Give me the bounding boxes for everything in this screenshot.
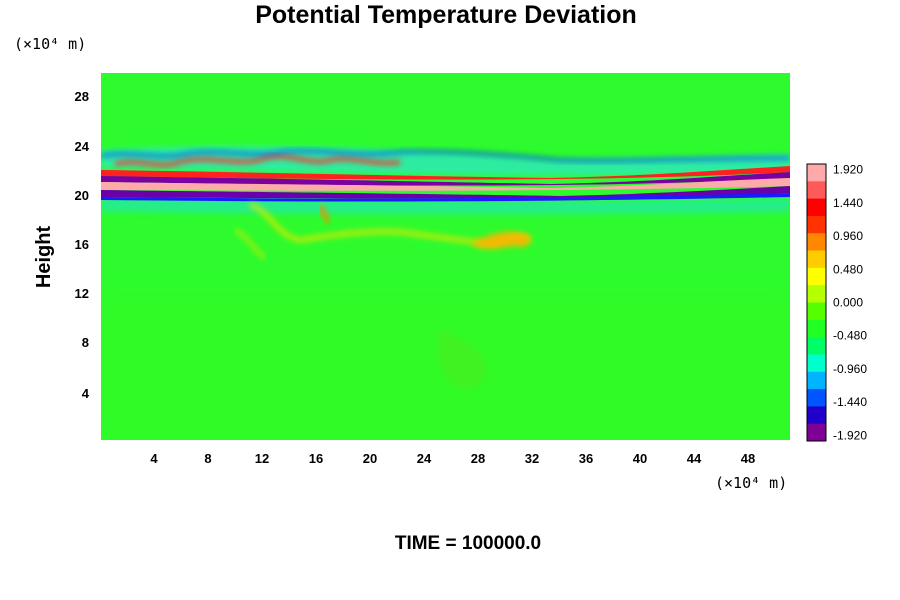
y-tick-label: 4 (82, 386, 90, 401)
colorbar-tick-label: -0.960 (833, 362, 867, 376)
colorbar-swatch (807, 181, 826, 200)
colorbar-swatch (807, 371, 826, 390)
y-tick-label: 8 (82, 335, 89, 350)
upper-disturbance-negative (101, 149, 790, 163)
colorbar-swatch (807, 233, 826, 252)
x-ticks: 4 8 12 16 20 24 28 32 36 40 44 48 (150, 451, 755, 466)
colorbar-tick-label: 0.960 (833, 229, 863, 243)
plume-hot-spot (470, 231, 531, 249)
y-tick-label: 20 (75, 188, 89, 203)
y-axis-label: Height (33, 226, 55, 289)
y-tick-label: 16 (75, 237, 89, 252)
colorbar-swatches (807, 164, 826, 442)
x-tick-label: 8 (204, 451, 211, 466)
colorbar-labels: 1.920 1.440 0.960 0.480 0.000 -0.480 -0.960 -1.… (833, 163, 867, 443)
plume-center (317, 204, 332, 224)
band-layer-purple-lower (101, 186, 790, 199)
colorbar-swatch (807, 250, 826, 269)
band-layer-red-upper (101, 166, 790, 180)
y-tick-label: 28 (75, 89, 89, 104)
x-tick-label: 16 (309, 451, 323, 466)
colorbar-tick-label: -1.440 (833, 395, 867, 409)
x-tick-label: 36 (579, 451, 593, 466)
colorbar-swatch (807, 302, 826, 321)
colorbar-swatch (807, 285, 826, 303)
x-tick-label: 32 (525, 451, 539, 466)
colorbar-tick-label: -1.920 (833, 429, 867, 443)
colorbar-swatch (807, 319, 826, 338)
colorbar-swatch (807, 389, 826, 407)
plume-left (233, 228, 267, 260)
colorbar-swatch (807, 354, 826, 373)
anomaly-features (101, 146, 790, 440)
colorbar-tick-label: 1.920 (833, 163, 863, 177)
colorbar-swatch (807, 215, 826, 234)
colorbar-swatch (807, 164, 826, 182)
x-tick-label: 12 (255, 451, 269, 466)
lower-blob (437, 330, 487, 389)
x-tick-label: 28 (471, 451, 485, 466)
colorbar-swatch (807, 406, 826, 425)
band-layer-blue-edge (101, 193, 790, 202)
y-tick-label: 12 (75, 286, 89, 301)
band-layer-pink-core (101, 178, 790, 191)
colorbar-swatch (807, 198, 826, 217)
x-tick-label: 20 (363, 451, 377, 466)
x-tick-label: 24 (417, 451, 432, 466)
x-tick-label: 40 (633, 451, 647, 466)
colorbar-tick-label: -0.480 (833, 329, 867, 343)
band-layer-purple-upper (101, 172, 790, 186)
colorbar-swatch (807, 337, 826, 355)
time-label: TIME = 100000.0 (395, 533, 541, 554)
colorbar-tick-label: 0.480 (833, 262, 863, 276)
colorbar-tick-label: 0.000 (833, 296, 863, 310)
x-unit-label: (×10⁴ m) (715, 474, 787, 492)
x-tick-label: 4 (150, 451, 158, 466)
colorbar: 1.920 1.440 0.960 0.480 0.000 -0.480 -0.960 -1.… (806, 163, 867, 443)
colorbar-swatch (807, 267, 826, 286)
y-unit-label: (×10⁴ m) (14, 35, 86, 53)
x-tick-label: 44 (687, 451, 702, 466)
upper-disturbance-positive (114, 154, 401, 167)
chart-title: Potential Temperature Deviation (255, 1, 637, 29)
colorbar-swatch (807, 423, 826, 442)
y-ticks: 4 8 12 16 20 24 28 (75, 89, 90, 401)
x-tick-label: 48 (741, 451, 755, 466)
colorbar-tick-label: 1.440 (833, 196, 863, 210)
y-tick-label: 24 (75, 139, 90, 154)
colorbar-frame (806, 163, 827, 442)
